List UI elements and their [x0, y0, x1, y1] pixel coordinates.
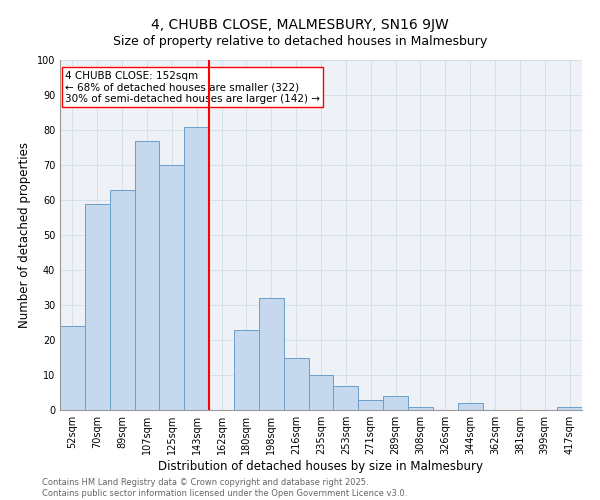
X-axis label: Distribution of detached houses by size in Malmesbury: Distribution of detached houses by size …	[158, 460, 484, 473]
Bar	[408, 406, 433, 410]
Bar	[383, 396, 408, 410]
Text: 4, CHUBB CLOSE, MALMESBURY, SN16 9JW: 4, CHUBB CLOSE, MALMESBURY, SN16 9JW	[151, 18, 449, 32]
Bar	[259, 298, 284, 410]
Bar	[284, 358, 308, 410]
Bar	[85, 204, 110, 410]
Bar	[234, 330, 259, 410]
Bar	[334, 386, 358, 410]
Text: Contains HM Land Registry data © Crown copyright and database right 2025.
Contai: Contains HM Land Registry data © Crown c…	[42, 478, 407, 498]
Bar	[358, 400, 383, 410]
Bar	[134, 140, 160, 410]
Bar	[557, 406, 582, 410]
Bar	[458, 403, 482, 410]
Bar	[184, 126, 209, 410]
Bar	[110, 190, 134, 410]
Bar	[308, 375, 334, 410]
Bar	[160, 165, 184, 410]
Text: Size of property relative to detached houses in Malmesbury: Size of property relative to detached ho…	[113, 35, 487, 48]
Text: 4 CHUBB CLOSE: 152sqm
← 68% of detached houses are smaller (322)
30% of semi-det: 4 CHUBB CLOSE: 152sqm ← 68% of detached …	[65, 70, 320, 104]
Y-axis label: Number of detached properties: Number of detached properties	[18, 142, 31, 328]
Bar	[60, 326, 85, 410]
